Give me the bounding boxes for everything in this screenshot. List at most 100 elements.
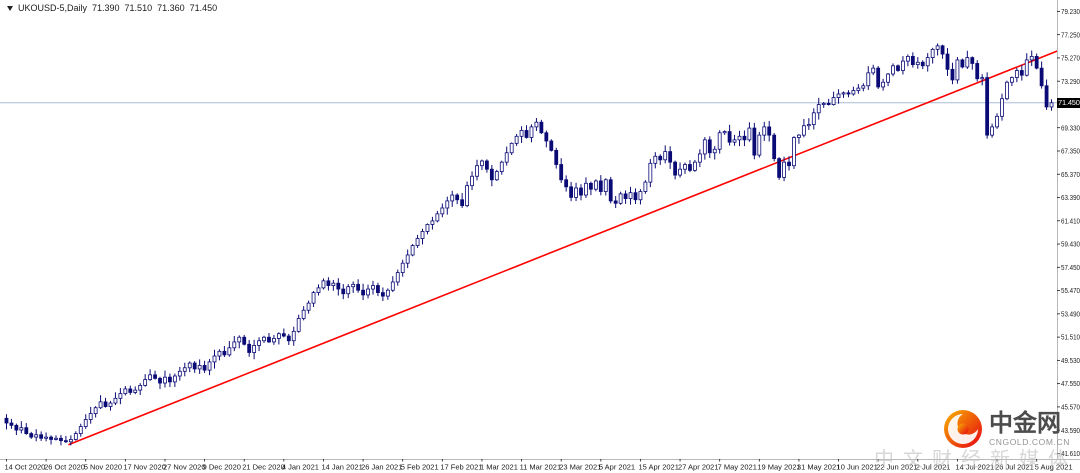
date-axis-label[interactable]: 9 Dec 2020 [203, 463, 241, 472]
price-axis-label[interactable]: 47.550 [1061, 379, 1080, 388]
price-axis-label[interactable]: 73.290 [1061, 77, 1080, 86]
candle-body [103, 401, 108, 407]
candle-body [623, 193, 628, 199]
date-axis-label[interactable]: 4 Jan 2021 [282, 463, 319, 472]
date-axis-label[interactable]: 5 Feb 2021 [401, 463, 439, 472]
candle-body [83, 419, 88, 427]
candle-body [336, 282, 341, 290]
ohlc-low: 71.360 [157, 3, 185, 13]
price-axis-label[interactable]: 65.370 [1061, 170, 1080, 179]
candle-body [925, 57, 930, 67]
date-axis-label[interactable]: 26 Jan 2021 [361, 463, 402, 472]
candle-body [762, 126, 767, 136]
price-axis-label[interactable]: 55.470 [1061, 286, 1080, 295]
date-axis-label[interactable]: 17 Nov 2020 [123, 463, 166, 472]
candle-body [232, 341, 237, 349]
price-axis-label[interactable]: 61.410 [1061, 216, 1080, 225]
date-axis-label[interactable]: 5 Nov 2020 [84, 463, 122, 472]
candle-body [395, 272, 400, 283]
date-axis-label[interactable]: 19 May 2021 [757, 463, 800, 472]
price-axis-label[interactable]: 77.250 [1061, 30, 1080, 39]
price-axis-label[interactable]: 49.530 [1061, 356, 1080, 365]
date-axis-label[interactable]: 1 Mar 2021 [480, 463, 518, 472]
price-axis-label[interactable]: 51.510 [1061, 333, 1080, 342]
price-axis-label[interactable]: 69.330 [1061, 123, 1080, 132]
candle-body [281, 333, 286, 337]
candle-body [4, 417, 9, 424]
candle-body [752, 127, 757, 156]
candle-body [168, 376, 172, 383]
date-axis-label[interactable]: 17 Feb 2021 [440, 463, 482, 472]
date-axis-label[interactable]: 5 Apr 2021 [599, 463, 635, 472]
chart-title: UKOUSD-5,Daily 71.390 71.510 71.360 71.4… [7, 3, 217, 13]
candle-body [222, 350, 227, 356]
date-axis-label[interactable]: 21 Dec 2020 [242, 463, 285, 472]
date-axis-label[interactable]: 11 Mar 2021 [520, 463, 562, 472]
candle-body [846, 92, 851, 95]
candle-body [143, 379, 148, 386]
date-axis-label[interactable]: 26 Jul 2021 [995, 463, 1034, 472]
date-axis-label[interactable]: 26 Oct 2020 [44, 463, 85, 472]
price-axis-label[interactable]: 79.230 [1061, 7, 1080, 16]
candle-body [24, 427, 29, 434]
candle-body [445, 200, 450, 209]
price-axis-label[interactable]: 57.450 [1061, 263, 1080, 272]
candle-body [633, 192, 638, 201]
candle-body [821, 103, 826, 105]
trendline[interactable] [68, 49, 1061, 446]
candle-body [584, 182, 588, 196]
cngold-logo-icon [944, 410, 982, 448]
date-axis-label[interactable]: 7 May 2021 [718, 463, 757, 472]
date-axis-label[interactable]: 15 Apr 2021 [638, 463, 678, 472]
price-axis-label[interactable]: 75.270 [1061, 54, 1080, 63]
price-axis-label[interactable]: 59.430 [1061, 240, 1080, 249]
candle-body [475, 165, 479, 177]
price-axis-label[interactable]: 63.390 [1061, 193, 1080, 202]
candle-body [212, 355, 217, 363]
candle-body [683, 164, 687, 170]
date-axis-label[interactable]: 14 Oct 2020 [4, 463, 45, 472]
candle-body [995, 115, 999, 128]
price-axis-label[interactable]: 41.610 [1061, 449, 1080, 458]
candle-body [524, 130, 529, 138]
date-axis-label[interactable]: 10 Jun 2021 [837, 463, 878, 472]
price-axis-label[interactable]: 43.590 [1061, 426, 1080, 435]
candlesticks-layer [4, 43, 1054, 446]
candle-body [257, 340, 261, 346]
candle-body [1010, 77, 1014, 83]
price-axis-label[interactable]: 53.490 [1061, 309, 1080, 318]
candle-body [380, 292, 385, 297]
price-axis-label[interactable]: 67.350 [1061, 147, 1080, 156]
candle-body [767, 126, 772, 136]
candle-body [1014, 70, 1019, 78]
candle-body [544, 132, 549, 142]
candle-body [876, 67, 881, 88]
date-axis-label[interactable]: 5 Aug 2021 [1035, 463, 1073, 472]
date-axis-label[interactable]: 31 May 2021 [797, 463, 840, 472]
date-axis-label[interactable]: 14 Jul 2021 [955, 463, 994, 472]
date-axis-label[interactable]: 23 Mar 2021 [559, 463, 601, 472]
candle-body [202, 365, 207, 371]
candle-body [366, 288, 370, 296]
candle-body [291, 330, 296, 342]
candle-body [990, 126, 994, 136]
candle-body [14, 424, 19, 431]
date-axis-label[interactable]: 2 Jul 2021 [916, 463, 951, 472]
candle-body [88, 413, 93, 420]
candle-body [707, 139, 712, 154]
candle-body [78, 426, 83, 434]
price-axis-label[interactable]: 45.570 [1061, 403, 1080, 412]
candle-body [192, 362, 197, 370]
candle-body [311, 292, 316, 304]
date-axis-label[interactable]: 27 Nov 2020 [163, 463, 206, 472]
candle-body [133, 389, 138, 393]
candle-body [519, 130, 524, 137]
candle-body [712, 148, 717, 154]
candle-body [153, 374, 157, 379]
date-axis-label[interactable]: 27 Apr 2021 [678, 463, 718, 472]
candle-body [638, 191, 643, 201]
date-axis-label[interactable]: 22 Jun 2021 [876, 463, 917, 472]
date-axis-label[interactable]: 14 Jan 2021 [321, 463, 362, 472]
candle-body [608, 179, 613, 202]
